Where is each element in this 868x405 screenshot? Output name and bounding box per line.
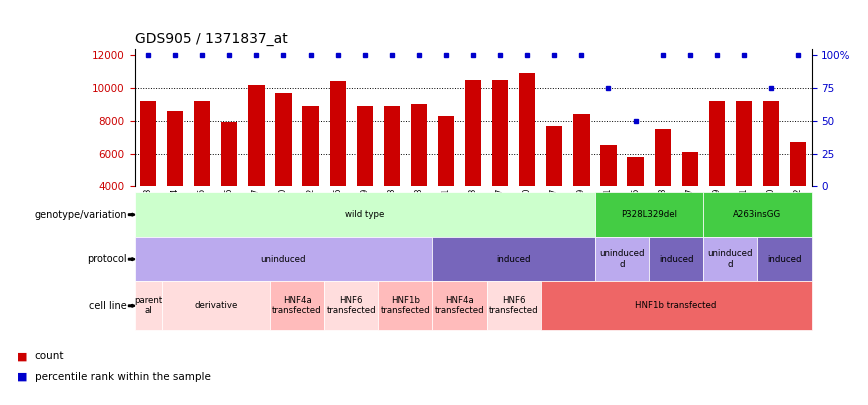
Bar xyxy=(654,129,671,186)
Bar xyxy=(167,111,183,186)
Text: HNF6
transfected: HNF6 transfected xyxy=(326,296,376,315)
Text: A263insGG: A263insGG xyxy=(733,210,781,219)
Text: induced: induced xyxy=(659,255,694,264)
Bar xyxy=(140,101,156,186)
Bar xyxy=(384,106,400,186)
Bar xyxy=(763,101,779,186)
Text: induced: induced xyxy=(496,255,531,264)
Text: uninduced: uninduced xyxy=(260,255,306,264)
Text: HNF4a
transfected: HNF4a transfected xyxy=(273,296,322,315)
Bar xyxy=(736,101,752,186)
Bar xyxy=(519,73,536,186)
Bar xyxy=(330,81,345,186)
Bar xyxy=(437,116,454,186)
Text: genotype/variation: genotype/variation xyxy=(34,210,127,220)
Bar xyxy=(546,126,562,186)
Bar xyxy=(601,145,616,186)
Bar xyxy=(573,114,589,186)
Text: derivative: derivative xyxy=(194,301,238,310)
Text: percentile rank within the sample: percentile rank within the sample xyxy=(35,372,211,382)
Text: induced: induced xyxy=(767,255,802,264)
Bar xyxy=(628,157,644,186)
Bar xyxy=(492,80,509,186)
Bar xyxy=(275,93,292,186)
Text: uninduced
d: uninduced d xyxy=(599,249,645,269)
Text: HNF1b
transfected: HNF1b transfected xyxy=(380,296,431,315)
Bar xyxy=(221,122,238,186)
Text: wild type: wild type xyxy=(345,210,385,219)
Bar xyxy=(302,106,319,186)
Text: uninduced
d: uninduced d xyxy=(707,249,753,269)
Text: ■: ■ xyxy=(17,372,28,382)
Bar xyxy=(248,85,265,186)
Text: HNF1b transfected: HNF1b transfected xyxy=(635,301,717,310)
Text: HNF6
transfected: HNF6 transfected xyxy=(489,296,538,315)
Text: parent
al: parent al xyxy=(134,296,162,315)
Bar xyxy=(708,101,725,186)
Bar xyxy=(465,80,481,186)
Bar xyxy=(411,104,427,186)
Text: protocol: protocol xyxy=(87,254,127,264)
Text: GDS905 / 1371837_at: GDS905 / 1371837_at xyxy=(135,32,287,46)
Text: P328L329del: P328L329del xyxy=(621,210,677,219)
Bar xyxy=(194,101,210,186)
Bar xyxy=(681,152,698,186)
Text: cell line: cell line xyxy=(89,301,127,311)
Text: HNF4a
transfected: HNF4a transfected xyxy=(435,296,484,315)
Text: ■: ■ xyxy=(17,352,28,361)
Bar xyxy=(790,142,806,186)
Text: count: count xyxy=(35,352,64,361)
Bar xyxy=(357,106,373,186)
Bar xyxy=(135,186,812,211)
